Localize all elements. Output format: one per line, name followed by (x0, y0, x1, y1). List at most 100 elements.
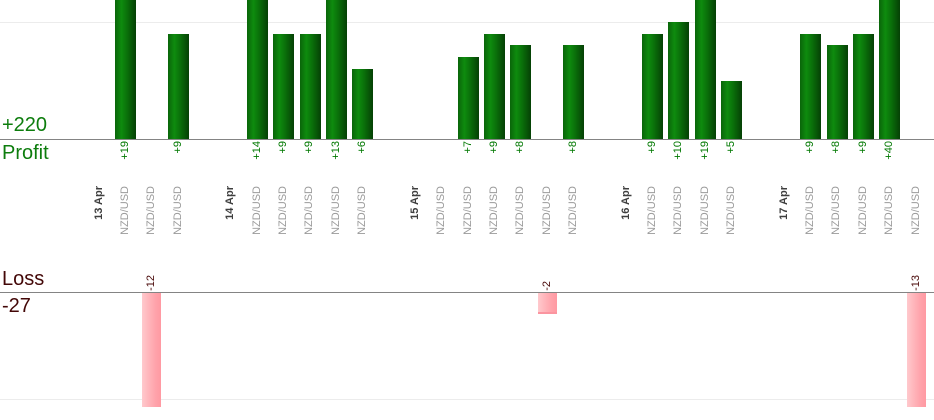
loss-value-label: -13 (909, 275, 922, 291)
profit-value-label: +9 (646, 141, 659, 154)
symbol-label: NZD/USD (698, 186, 711, 235)
profit-bar (879, 0, 901, 139)
symbol-label: NZD/USD (461, 186, 474, 235)
symbol-label-cell: NZD/USD (112, 186, 138, 248)
profit-value-label-cell: +7 (455, 141, 481, 185)
symbol-label-cell: NZD/USD (666, 186, 692, 248)
symbol-label-cell: NZD/USD (297, 186, 323, 248)
symbol-label-cell: NZD/USD (139, 186, 165, 248)
symbol-label-cell: NZD/USD (350, 186, 376, 248)
symbol-label-cell: NZD/USD (797, 186, 823, 248)
symbol-label-cell: NZD/USD (455, 186, 481, 248)
symbol-label: NZD/USD (171, 186, 184, 235)
loss-value-label-cell: -2 (534, 257, 560, 291)
profit-value-label-cell: +9 (481, 141, 507, 185)
profit-value-label-cell: +9 (270, 141, 296, 185)
date-label: 15 Apr (408, 186, 421, 220)
symbol-label: NZD/USD (303, 186, 316, 235)
symbol-label: NZD/USD (672, 186, 685, 235)
symbol-label: NZD/USD (119, 186, 132, 235)
date-label: 17 Apr (777, 186, 790, 220)
profit-value-label: +19 (698, 141, 711, 160)
symbol-label-cell: NZD/USD (639, 186, 665, 248)
symbol-label-cell: NZD/USD (165, 186, 191, 248)
symbol-label-cell: NZD/USD (877, 186, 903, 248)
profit-value-label-cell: +9 (850, 141, 876, 185)
profit-value-label: +8 (514, 141, 527, 154)
loss-axis-line (0, 292, 934, 293)
loss-value-label-cell: -13 (903, 257, 929, 291)
profit-value-label: +40 (883, 141, 896, 160)
symbol-label-cell: NZD/USD (824, 186, 850, 248)
loss-total-label: -27 (2, 295, 31, 317)
symbol-label-cell: NZD/USD (481, 186, 507, 248)
date-label-cell: 16 Apr (613, 186, 639, 248)
profit-value-label-cell: +19 (692, 141, 718, 185)
profit-total-label: +220 (2, 114, 48, 136)
profit-plot-area (0, 0, 934, 139)
profit-value-label-cell: +13 (323, 141, 349, 185)
date-label-cell: 13 Apr (86, 186, 112, 248)
loss-gridline-10 (0, 399, 934, 400)
loss-axis-title: Loss (2, 268, 45, 290)
date-label: 13 Apr (92, 186, 105, 220)
symbol-label: NZD/USD (145, 186, 158, 235)
profit-value-label-cell: +40 (877, 141, 903, 185)
symbol-label-cell: NZD/USD (508, 186, 534, 248)
symbol-label: NZD/USD (435, 186, 448, 235)
profit-bar (510, 45, 532, 139)
date-label-cell: 17 Apr (771, 186, 797, 248)
profit-bar (115, 0, 136, 139)
profit-value-label-cell: +9 (639, 141, 665, 185)
loss-value-label: -2 (540, 281, 553, 291)
symbol-label-cell: NZD/USD (244, 186, 270, 248)
profit-bar (246, 0, 268, 139)
symbol-label: NZD/USD (250, 186, 263, 235)
profit-bar (694, 0, 716, 139)
profit-bar (642, 33, 663, 139)
profit-value-label: +9 (277, 141, 290, 154)
profit-value-label: +8 (566, 141, 579, 154)
profit-value-label-cell: +8 (508, 141, 534, 185)
profit-value-label: +13 (329, 141, 342, 160)
profit-bar (325, 0, 347, 139)
profit-bar (483, 33, 505, 139)
profit-value-label-cell: +5 (718, 141, 744, 185)
profit-bar (563, 45, 584, 139)
symbol-label-cell: NZD/USD (429, 186, 455, 248)
profit-value-label-cell: +9 (797, 141, 823, 185)
profit-value-label: +9 (487, 141, 500, 154)
symbol-label-cell: NZD/USD (692, 186, 718, 248)
profit-value-label: +5 (725, 141, 738, 154)
profit-bar (167, 33, 189, 139)
loss-value-label: -12 (145, 275, 158, 291)
profit-value-label: +9 (856, 141, 869, 154)
symbol-label: NZD/USD (856, 186, 869, 235)
profit-bar (352, 68, 374, 139)
loss-plot-area (0, 293, 934, 407)
symbol-label: NZD/USD (487, 186, 500, 235)
loss-bar (537, 293, 557, 315)
profit-bar (299, 33, 321, 139)
symbol-label-cell: NZD/USD (903, 186, 929, 248)
symbol-label-cell: NZD/USD (534, 186, 560, 248)
profit-value-label: +7 (461, 141, 474, 154)
date-label: 16 Apr (619, 186, 632, 220)
profit-value-label-cell: +9 (297, 141, 323, 185)
symbol-label: NZD/USD (356, 186, 369, 235)
date-label-cell: 14 Apr (218, 186, 244, 248)
symbol-label: NZD/USD (329, 186, 342, 235)
profit-axis-title: Profit (2, 142, 49, 164)
profit-bar (721, 80, 743, 139)
symbol-label: NZD/USD (646, 186, 659, 235)
profit-value-label: +9 (804, 141, 817, 154)
profit-bar (668, 22, 690, 139)
profit-value-label: +10 (672, 141, 685, 160)
profit-bar (457, 57, 479, 139)
date-label-cell: 15 Apr (402, 186, 428, 248)
symbol-label: NZD/USD (804, 186, 817, 235)
profit-value-label: +9 (303, 141, 316, 154)
profit-bar (826, 45, 848, 139)
symbol-label: NZD/USD (514, 186, 527, 235)
